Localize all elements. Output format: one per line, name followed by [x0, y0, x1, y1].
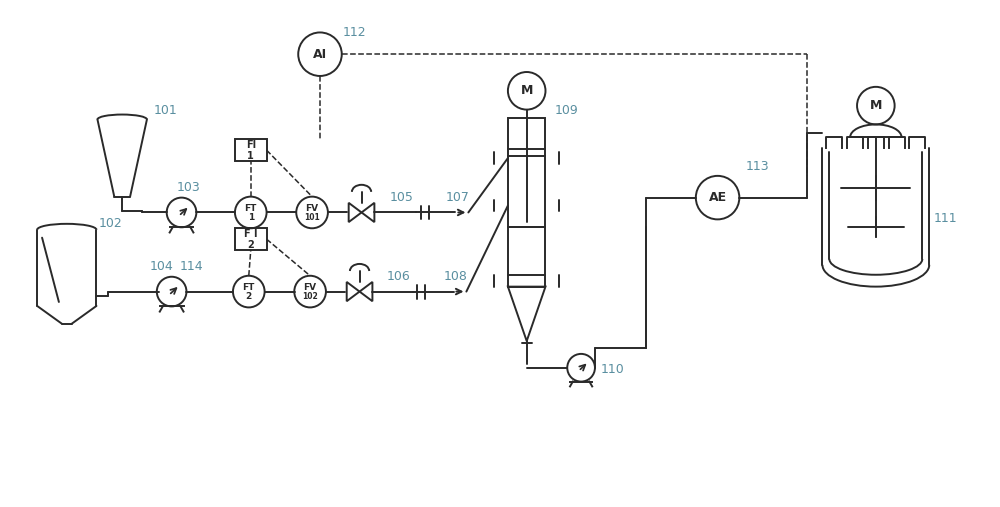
- Text: 105: 105: [389, 191, 413, 204]
- Bar: [508, 227, 545, 286]
- Text: 114: 114: [180, 260, 203, 273]
- Text: 113: 113: [745, 160, 769, 173]
- Text: 104: 104: [150, 260, 174, 273]
- Text: 1: 1: [247, 151, 254, 161]
- Text: 109: 109: [554, 103, 578, 117]
- Text: 106: 106: [386, 270, 410, 283]
- Text: 2: 2: [247, 240, 254, 249]
- Text: 102: 102: [98, 218, 122, 230]
- Text: FV: FV: [304, 283, 317, 292]
- Text: FI: FI: [246, 140, 256, 150]
- Text: 112: 112: [343, 26, 366, 40]
- Text: FV: FV: [306, 204, 319, 213]
- Text: 2: 2: [246, 292, 252, 301]
- Text: 108: 108: [444, 270, 467, 283]
- Text: 102: 102: [302, 292, 318, 301]
- Text: 1: 1: [248, 213, 254, 222]
- Bar: [508, 119, 545, 227]
- Text: AI: AI: [313, 48, 327, 61]
- Text: 101: 101: [154, 103, 178, 117]
- Text: 101: 101: [304, 213, 320, 222]
- Text: M: M: [521, 84, 533, 97]
- Text: FT: FT: [245, 204, 257, 213]
- Bar: [235, 228, 267, 250]
- Text: 107: 107: [446, 191, 469, 204]
- Text: 111: 111: [933, 212, 957, 225]
- Text: 103: 103: [177, 180, 200, 194]
- Bar: [235, 139, 267, 161]
- Text: M: M: [870, 99, 882, 112]
- Text: FT: FT: [243, 283, 255, 292]
- Text: 110: 110: [601, 363, 625, 376]
- Text: F I: F I: [244, 229, 258, 239]
- Text: AE: AE: [709, 191, 727, 204]
